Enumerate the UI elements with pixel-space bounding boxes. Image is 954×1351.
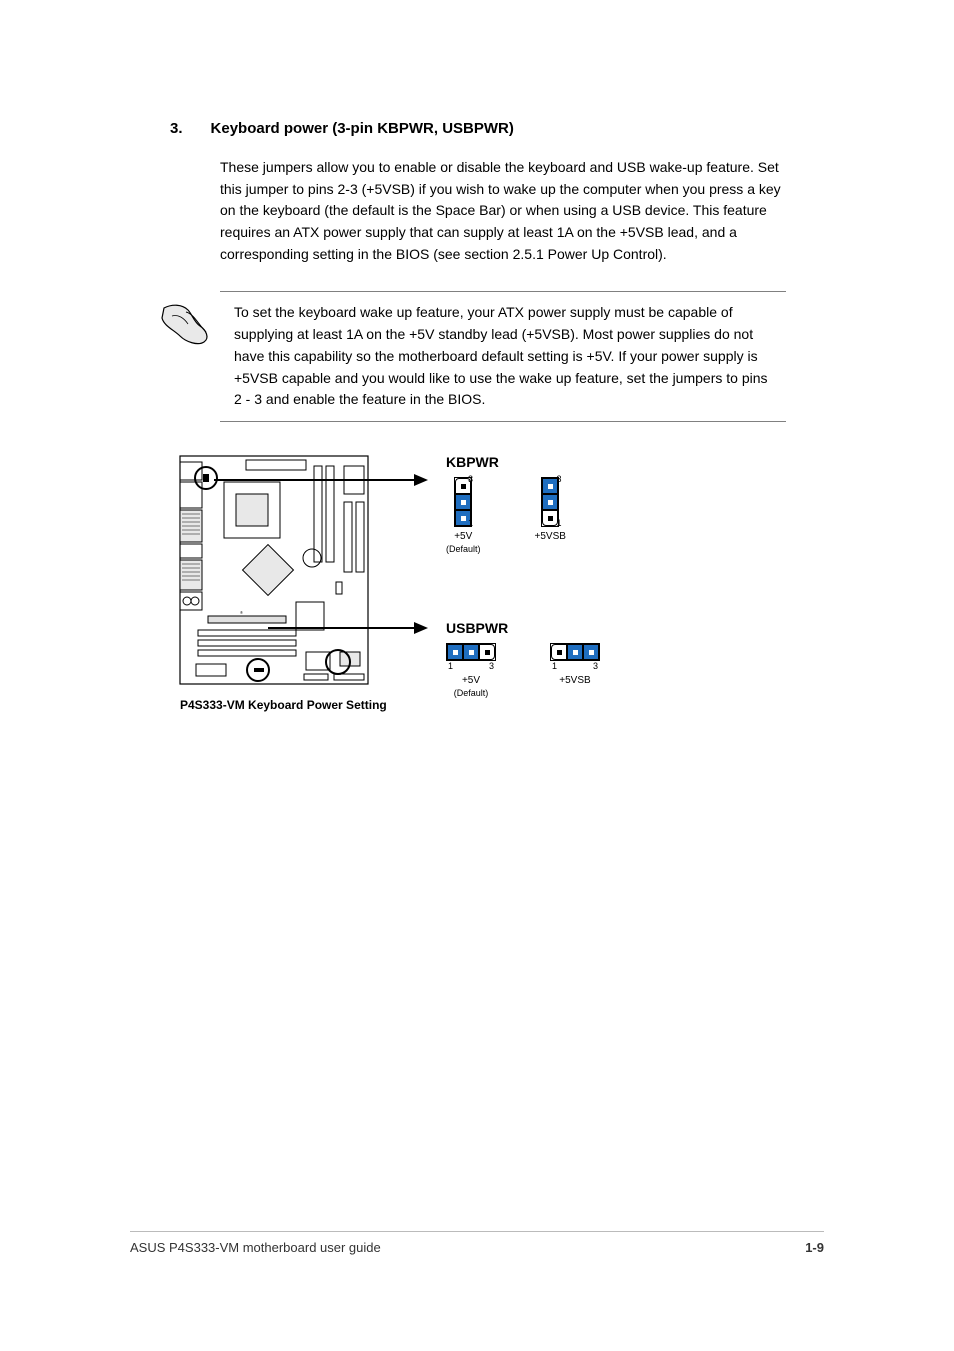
kbpwr-opt1-sub: (Default) xyxy=(446,544,481,554)
usbpwr-opt2: 1 3 +5VSB xyxy=(550,642,600,687)
kbpwr-title: KBPWR xyxy=(446,454,566,470)
usbpwr-opt1-caption: +5V xyxy=(446,675,496,686)
usbpwr-title: USBPWR xyxy=(446,620,600,636)
kbpwr-opt2: 3 1 +5VSB xyxy=(535,476,566,543)
kbpwr-opt1-caption: +5V xyxy=(446,531,481,542)
pin-label: 1 xyxy=(552,661,557,671)
note-rule-bottom xyxy=(220,421,786,422)
pin-label: 3 xyxy=(593,661,598,671)
kbpwr-opt1: 3 1 +5V (Default) xyxy=(446,476,481,555)
section-number: 3. xyxy=(170,120,183,137)
pin-label: 1 xyxy=(468,518,473,528)
kbpwr-opt2-caption: +5VSB xyxy=(535,531,566,542)
page-footer: ASUS P4S333-VM motherboard user guide 1-… xyxy=(130,1231,824,1255)
arrow-usbpwr xyxy=(268,618,434,638)
pin-label: 3 xyxy=(557,474,562,484)
note-block: To set the keyboard wake up feature, you… xyxy=(220,291,784,421)
usbpwr-opt1: 1 3 +5V (Default) xyxy=(446,642,496,699)
hand-note-icon xyxy=(158,302,216,410)
usbpwr-opt2-caption: +5VSB xyxy=(550,675,600,686)
diagram-area: ® KBPWR 3 1 xyxy=(176,452,784,732)
pin-label: 3 xyxy=(489,661,494,671)
usbpwr-opt1-sub: (Default) xyxy=(446,688,496,698)
usbpwr-group: USBPWR 1 3 +5V (Default) xyxy=(446,620,600,699)
kbpwr-group: KBPWR 3 1 +5V (Default) 3 xyxy=(446,454,566,555)
footer-page-number: 1-9 xyxy=(805,1240,824,1255)
section-title: Keyboard power (3-pin KBPWR, USBPWR) xyxy=(211,120,514,137)
svg-text:®: ® xyxy=(240,610,243,615)
note-text: To set the keyboard wake up feature, you… xyxy=(234,302,784,410)
body-paragraph: These jumpers allow you to enable or dis… xyxy=(220,157,784,265)
pin-label: 1 xyxy=(448,661,453,671)
section-heading: 3. Keyboard power (3-pin KBPWR, USBPWR) xyxy=(170,120,784,137)
arrow-kbpwr xyxy=(214,470,434,490)
diagram-caption: P4S333-VM Keyboard Power Setting xyxy=(180,698,387,712)
footer-left: ASUS P4S333-VM motherboard user guide xyxy=(130,1240,381,1255)
pin-label: 1 xyxy=(557,518,562,528)
pin-label: 3 xyxy=(468,474,473,484)
